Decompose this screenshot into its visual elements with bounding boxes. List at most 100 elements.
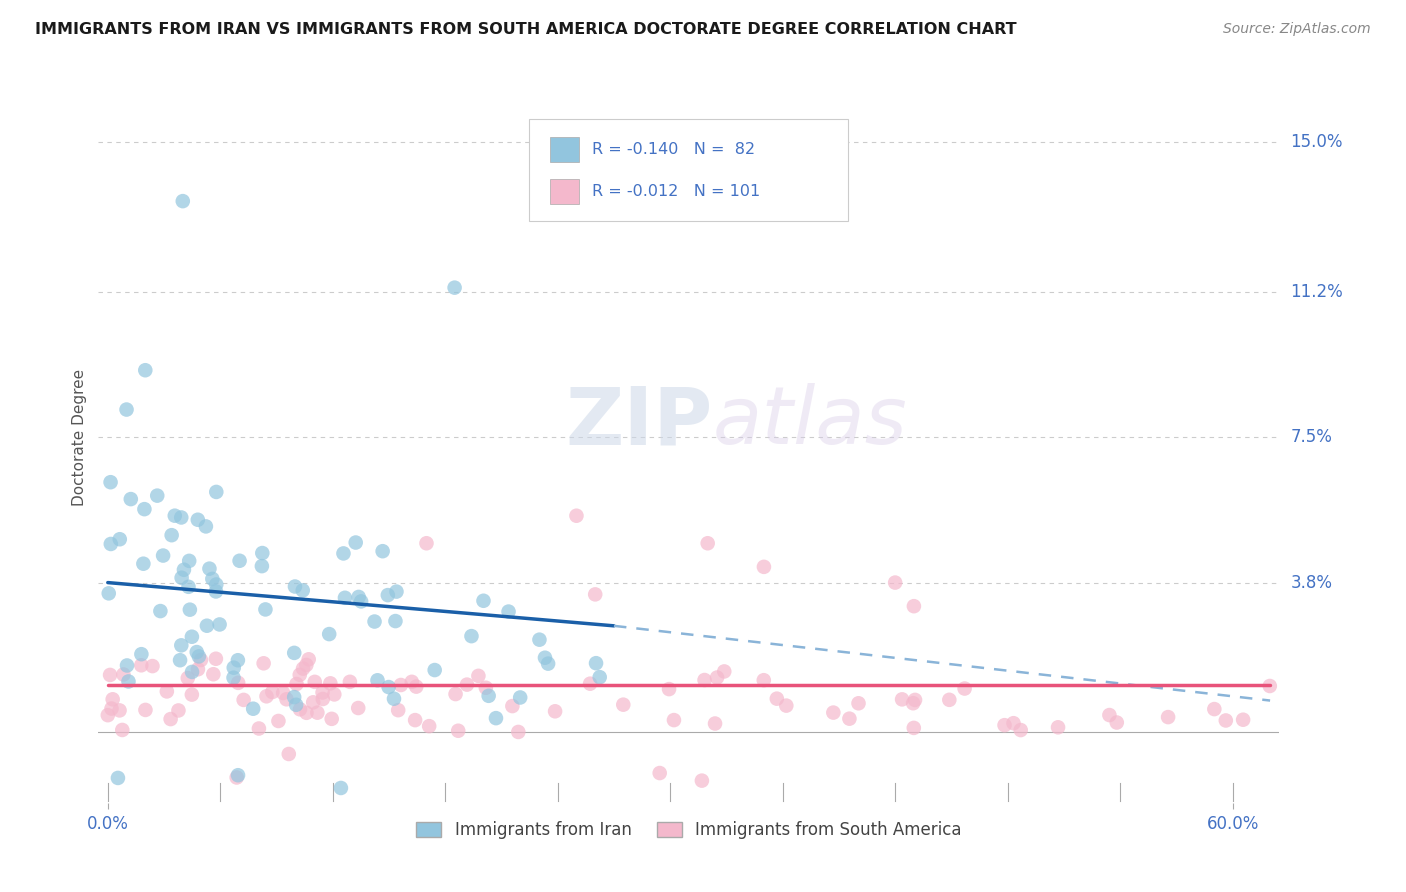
FancyBboxPatch shape — [550, 136, 579, 162]
Point — [172, 194, 194, 208]
Point — [256, 690, 278, 704]
Point — [187, 513, 209, 527]
Point — [187, 662, 209, 676]
Point — [350, 594, 373, 608]
Point — [242, 702, 264, 716]
Point — [107, 771, 129, 785]
Point — [97, 586, 120, 600]
Text: R = -0.012   N = 101: R = -0.012 N = 101 — [592, 184, 761, 199]
Point — [903, 721, 925, 735]
Point — [447, 723, 470, 738]
Point — [662, 713, 685, 727]
Point — [262, 685, 284, 699]
Point — [169, 653, 191, 667]
Point — [222, 661, 245, 675]
Point — [277, 747, 299, 761]
Point — [485, 711, 508, 725]
Point — [704, 716, 727, 731]
Point — [267, 714, 290, 728]
Point — [423, 663, 446, 677]
Text: 7.5%: 7.5% — [1291, 428, 1333, 446]
Point — [180, 688, 202, 702]
Point — [120, 492, 142, 507]
Text: 15.0%: 15.0% — [1291, 133, 1343, 151]
Point — [201, 572, 224, 586]
Point — [838, 712, 860, 726]
Point — [252, 546, 274, 560]
Point — [329, 780, 352, 795]
Point — [179, 602, 201, 616]
Point — [302, 695, 325, 709]
Point — [385, 584, 408, 599]
Point — [187, 649, 209, 664]
Text: 11.2%: 11.2% — [1291, 283, 1343, 301]
Point — [152, 549, 174, 563]
Point — [696, 536, 718, 550]
Point — [222, 671, 245, 685]
Point — [226, 676, 249, 690]
Point — [226, 653, 249, 667]
Point — [307, 706, 329, 720]
Point — [371, 544, 394, 558]
Point — [1002, 716, 1025, 731]
Point — [537, 657, 560, 671]
Point — [205, 584, 228, 599]
Point — [456, 678, 478, 692]
Point — [205, 485, 228, 500]
Point — [247, 722, 270, 736]
Point — [508, 725, 530, 739]
Point — [160, 528, 183, 542]
Point — [254, 602, 277, 616]
Point — [363, 615, 385, 629]
Point — [1215, 714, 1237, 728]
Point — [276, 692, 298, 706]
Point — [226, 768, 249, 782]
Point — [101, 692, 124, 706]
Point — [132, 557, 155, 571]
Point — [344, 535, 367, 549]
Point — [1010, 723, 1032, 737]
Point — [321, 712, 343, 726]
Text: 3.8%: 3.8% — [1291, 574, 1333, 591]
Point — [418, 719, 440, 733]
Point — [288, 702, 311, 716]
Point — [295, 657, 318, 672]
Point — [298, 652, 321, 666]
Point — [565, 508, 588, 523]
Point — [583, 587, 606, 601]
Point — [706, 671, 728, 685]
Point — [1098, 708, 1121, 723]
Point — [179, 554, 201, 568]
Point — [460, 629, 482, 643]
Point — [190, 653, 212, 667]
Point — [904, 693, 927, 707]
Point — [115, 658, 138, 673]
Point — [205, 652, 228, 666]
Point — [612, 698, 634, 712]
Point — [170, 638, 193, 652]
Point — [501, 699, 523, 714]
Point — [366, 673, 388, 688]
Point — [475, 681, 498, 695]
Point — [177, 671, 200, 685]
Point — [1204, 702, 1226, 716]
Point — [1258, 679, 1281, 693]
Point — [291, 583, 314, 598]
Point — [823, 706, 845, 720]
Point — [208, 617, 231, 632]
Point — [401, 674, 423, 689]
Point — [304, 674, 326, 689]
Point — [156, 684, 179, 698]
Y-axis label: Doctorate Degree: Doctorate Degree — [72, 368, 87, 506]
Point — [1157, 710, 1180, 724]
Point — [163, 508, 186, 523]
Point — [347, 590, 370, 604]
Point — [333, 591, 356, 605]
Point — [443, 280, 465, 294]
Point — [252, 657, 274, 671]
Text: ZIP: ZIP — [565, 384, 713, 461]
Point — [250, 559, 273, 574]
Point — [938, 693, 960, 707]
Point — [100, 537, 122, 551]
Point — [228, 554, 250, 568]
